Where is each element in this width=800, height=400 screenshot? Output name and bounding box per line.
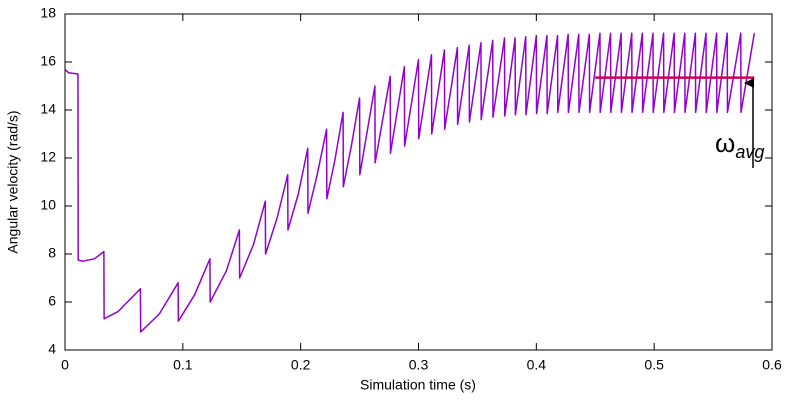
annotation-subscript: avg (735, 142, 764, 162)
y-tick-label: 4 (48, 341, 56, 357)
x-tick-label: 0.3 (409, 357, 429, 373)
y-tick-label: 16 (40, 53, 56, 69)
x-tick-label: 0.5 (644, 357, 664, 373)
series-line (64, 32, 756, 333)
x-tick-label: 0.2 (291, 357, 311, 373)
y-tick-label: 12 (40, 149, 56, 165)
x-tick-label: 0.4 (527, 357, 547, 373)
x-tick-label: 0.6 (762, 357, 782, 373)
x-tick-label: 0 (61, 357, 69, 373)
y-axis-label: Angular velocity (rad/s) (5, 110, 21, 253)
y-tick-label: 18 (40, 5, 56, 21)
annotation-label: ωavg (715, 128, 764, 162)
y-tick-label: 8 (48, 245, 56, 261)
x-axis-label: Simulation time (s) (360, 377, 476, 393)
annotation-symbol: ω (715, 128, 735, 158)
y-tick-label: 6 (48, 293, 56, 309)
x-tick-label: 0.1 (173, 357, 193, 373)
y-tick-label: 14 (40, 101, 56, 117)
y-tick-label: 10 (40, 197, 56, 213)
